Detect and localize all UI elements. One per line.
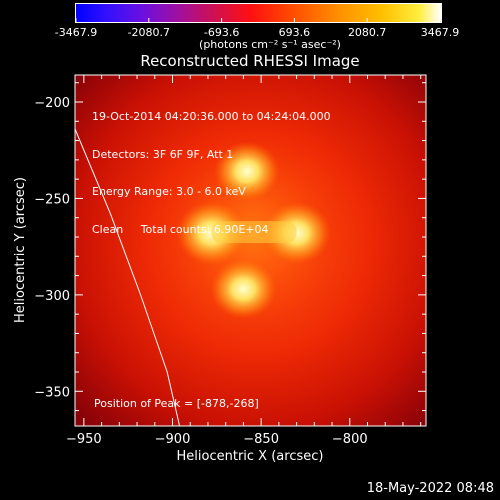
info-counts: Clean Total counts: 6.90E+04 [92,222,269,236]
y-tick-label: −350 [34,385,70,400]
emission-source [214,141,280,202]
peak-position: Position of Peak = [-878,-268] [94,397,259,410]
info-block: 19-Oct-2014 04:20:36.000 to 04:24:04.000… [92,86,331,249]
colorbar-tick-label: 693.6 [279,26,311,39]
x-tick-label: −800 [332,432,368,447]
footer-timestamp: 18-May-2022 08:48 [366,481,494,496]
y-axis-label: Heliocentric Y (arcsec) [13,177,28,323]
chart-title: Reconstructed RHESSI Image [140,52,360,70]
x-tick-label: −850 [243,432,279,447]
y-tick-label: −200 [34,96,70,111]
info-time-range: 19-Oct-2014 04:20:36.000 to 04:24:04.000 [92,110,331,123]
colorbar-tick-label: 2080.7 [348,26,387,39]
y-tick-label: −250 [34,192,70,207]
info-detectors: Detectors: 3F 6F 9F, Att 1 [92,147,234,161]
colorbar-tick-label: -693.6 [204,26,239,39]
colorbar-tick-label: -2080.7 [128,26,170,39]
colorbar-ticks: -3467.9 -2080.7 -693.6 693.6 2080.7 3467.9 [55,18,460,39]
info-energy-range: Energy Range: 3.0 - 6.0 keV [92,185,246,198]
x-tick-label: −900 [155,432,191,447]
colorbar-tick-label: -3467.9 [55,26,97,39]
colorbar-units: (photons cm⁻² s⁻¹ asec⁻²) [199,38,341,51]
emission-source [210,259,277,320]
solar-limb-line [75,128,181,426]
y-tick-label: −300 [34,289,70,304]
colorbar [75,3,442,23]
x-axis-label: Heliocentric X (arcsec) [177,449,324,464]
x-tick-label: −950 [66,432,102,447]
colorbar-tick-label: 3467.9 [421,26,460,39]
emission-bridge [211,221,297,244]
